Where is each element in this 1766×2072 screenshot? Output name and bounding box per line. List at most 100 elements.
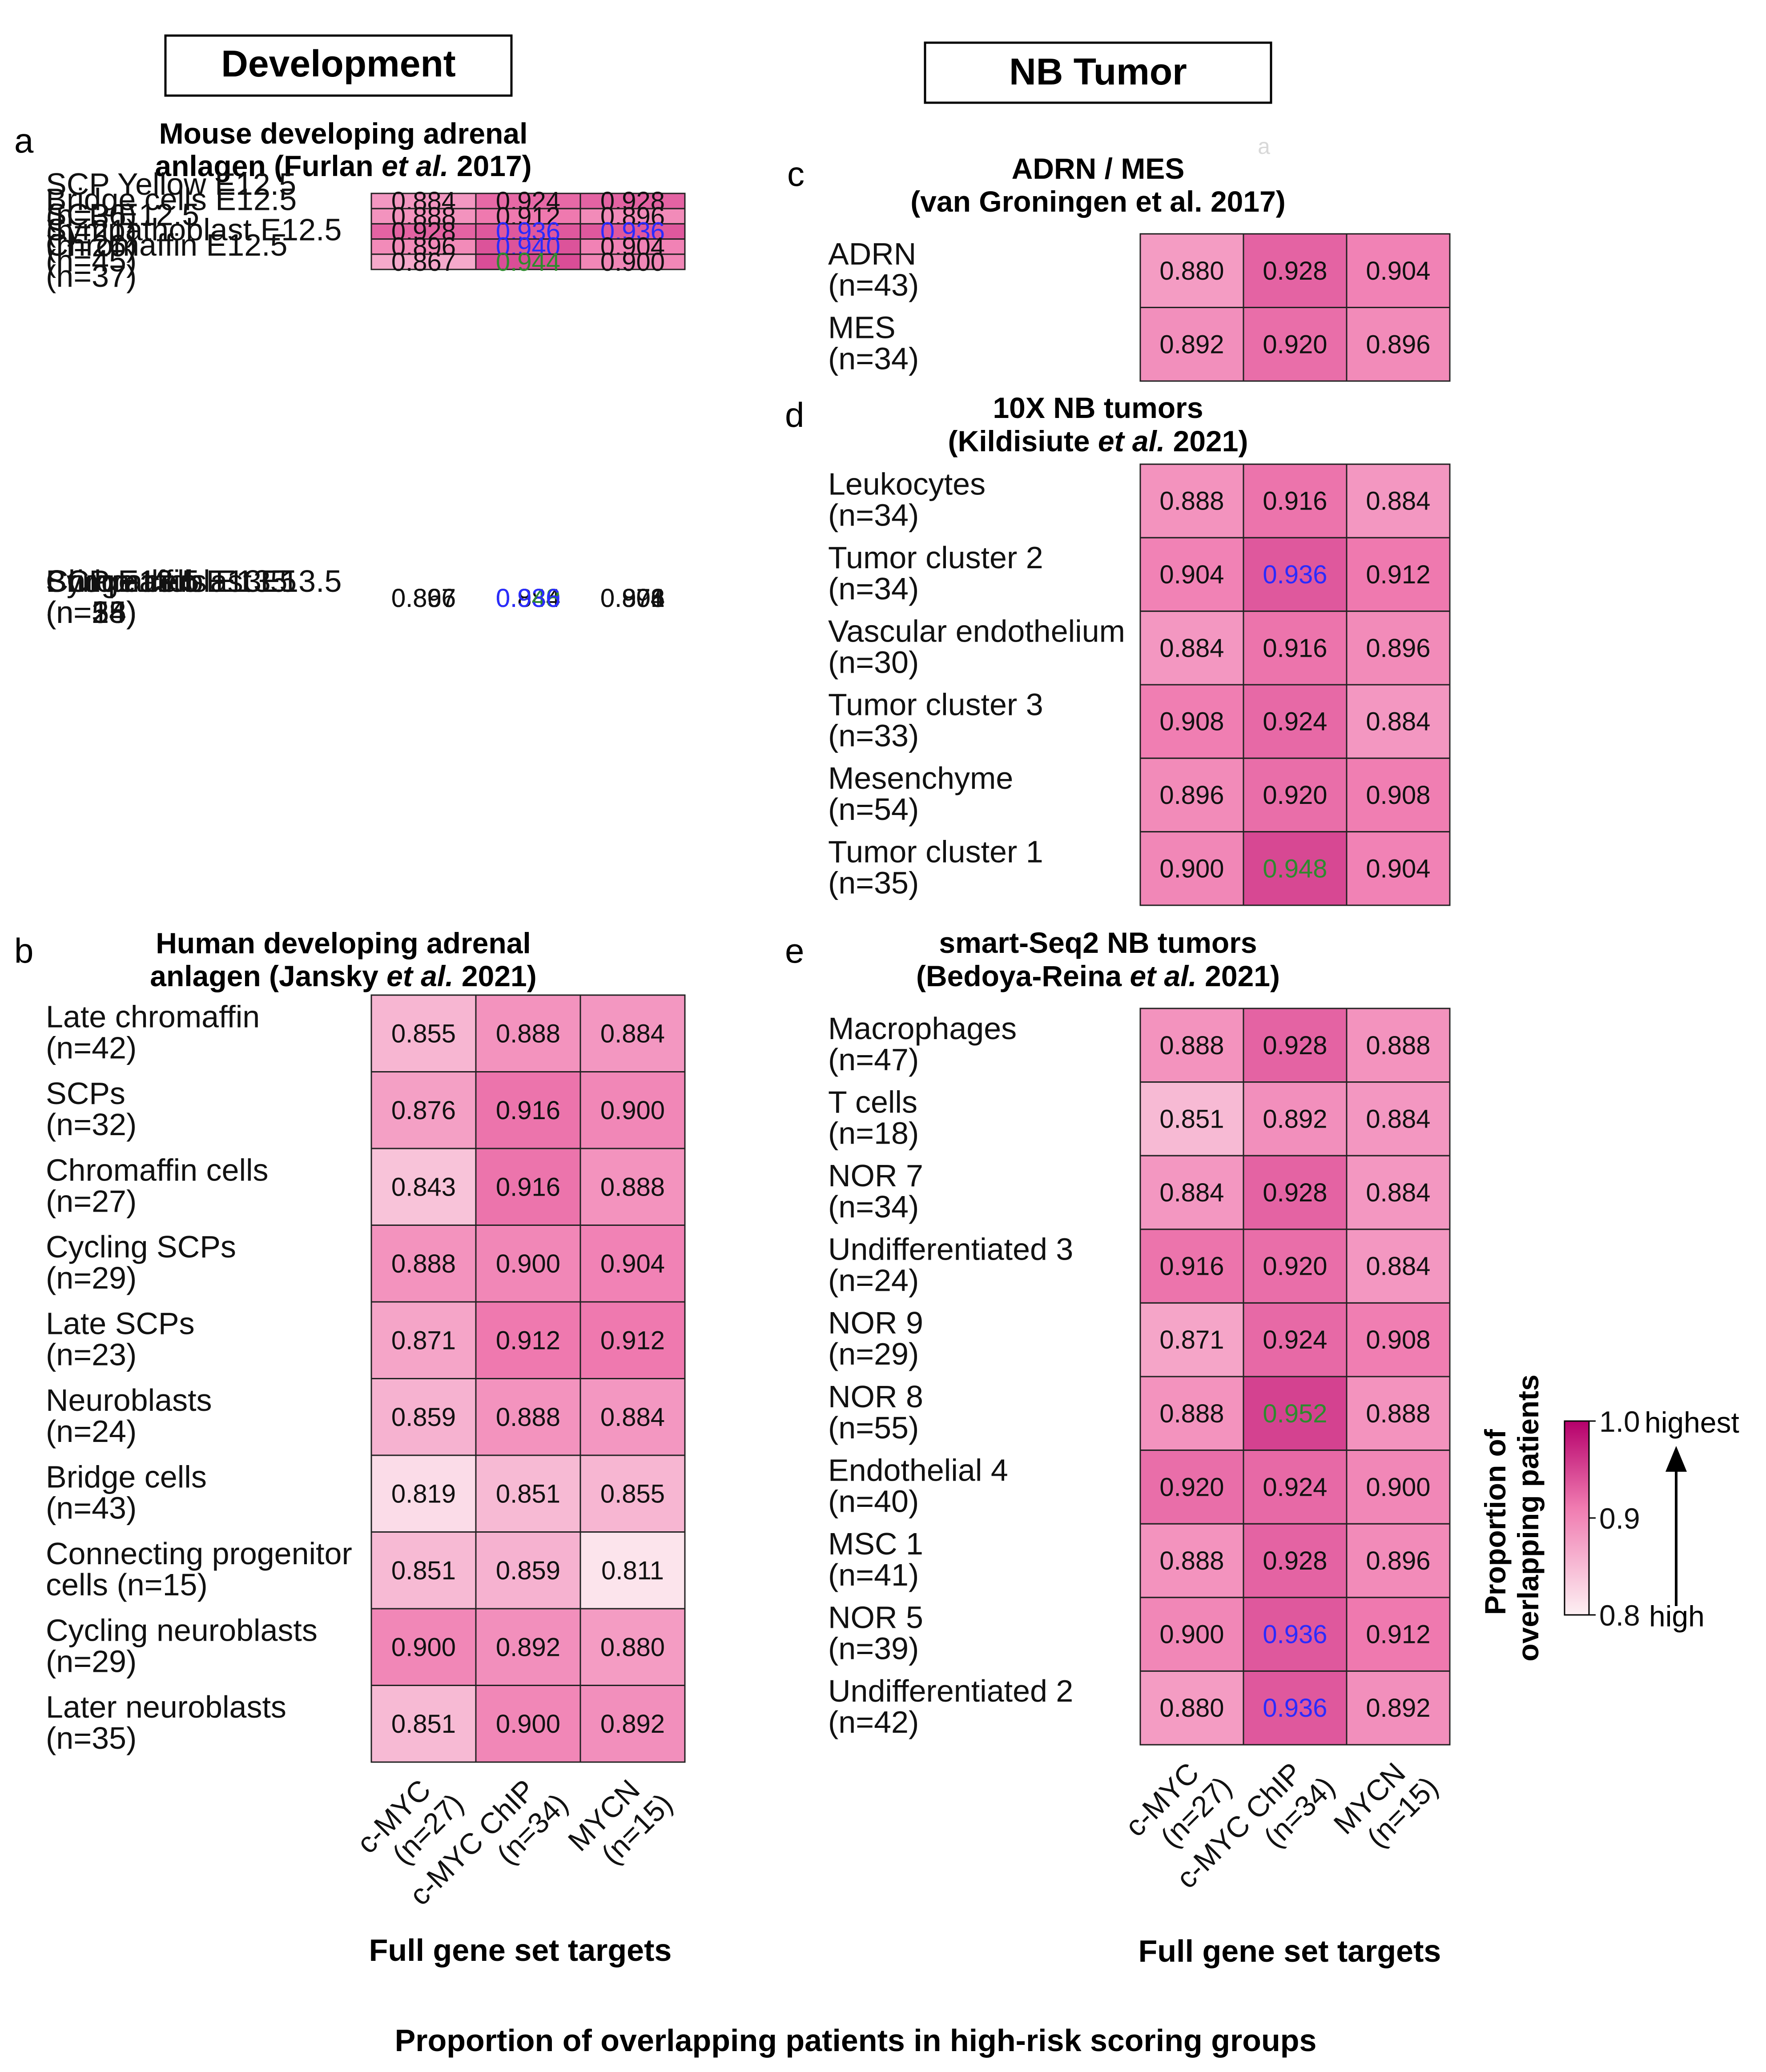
cell-value: 0.896 xyxy=(391,584,456,613)
cell-value: 0.896 xyxy=(1159,781,1224,810)
cell-value: 0.920 xyxy=(1263,781,1327,810)
cell-value: 0.884 xyxy=(1366,707,1430,736)
cell-value: 0.880 xyxy=(1159,1694,1224,1723)
row-label: SCPs xyxy=(46,1076,125,1111)
heatmap-cell xyxy=(1346,1670,1451,1746)
heatmap-cell xyxy=(579,223,686,240)
cell-value: 0.900 xyxy=(600,248,665,277)
row-count-label: (n=39) xyxy=(828,1631,919,1666)
heatmap-c: 0.880 0.928 0.904 ADRN(n=43) 0.892 0.920 0.896… xyxy=(828,233,1451,382)
cell-value: 0.920 xyxy=(1159,1473,1224,1502)
x-title-e: Full gene set targets xyxy=(1138,1934,1441,1968)
cell-value: 0.867 xyxy=(391,584,456,613)
heatmap-cell xyxy=(579,994,686,1072)
heatmap-cell xyxy=(370,193,477,209)
development-header-box xyxy=(164,34,513,97)
cell-value: 0.855 xyxy=(600,1479,665,1508)
row-label: Vascular endothelium xyxy=(828,614,1125,648)
row-label: ADRN xyxy=(828,237,916,271)
legend-tick-label: 1.0 xyxy=(1599,1405,1640,1438)
heatmap-cell xyxy=(579,1301,686,1379)
row-count-label: (n=30) xyxy=(828,645,919,679)
cell-value: 0.912 xyxy=(1366,1620,1430,1649)
cell-value: 0.880 xyxy=(1159,257,1224,285)
row-label: NOR 7 xyxy=(828,1158,923,1193)
cell-value: 0.908 xyxy=(1366,1325,1430,1354)
cell-value: 0.900 xyxy=(1159,1620,1224,1649)
cell-value: 0.908 xyxy=(600,584,665,613)
figure-title: Proportion of overlapping patients in hi… xyxy=(395,2023,1317,2058)
heatmap-cell xyxy=(1346,537,1451,612)
cell-value: 0.811 xyxy=(601,1556,664,1585)
cell-value: 0.924 xyxy=(1263,1325,1327,1354)
panel-d-letter: d xyxy=(785,395,804,434)
nb-tumor-header: NB Tumor xyxy=(1009,51,1187,92)
panel-d: d 10X NB tumors (Kildisiute et al. 2021)… xyxy=(785,391,1451,906)
cell-value: 0.851 xyxy=(391,1710,456,1739)
row-count-label: (n=21) xyxy=(46,213,137,248)
heatmap-cell xyxy=(475,994,581,1072)
cell-value: 0.924 xyxy=(1263,1473,1327,1502)
row-label: Undifferentiated 3 xyxy=(828,1232,1073,1267)
panel-d-title-line2-pre: (Kildisiute xyxy=(948,425,1098,458)
panel-e-letter: e xyxy=(785,931,804,970)
row-label: Connecting progenitor xyxy=(46,1536,352,1571)
cell-value: 0.896 xyxy=(391,584,456,613)
cell-value: 0.908 xyxy=(1366,781,1430,810)
heatmap-cell xyxy=(1243,757,1348,833)
panel-b-title-line2-post: 2021) xyxy=(454,960,537,992)
cell-value: 0.892 xyxy=(1366,1694,1430,1723)
cell-value: 0.859 xyxy=(391,1403,456,1432)
heatmap-cell xyxy=(1243,537,1348,612)
cell-value: 0.896 xyxy=(391,584,456,613)
cell-value: 0.912 xyxy=(496,1326,560,1355)
cell-value: 0.892 xyxy=(496,1633,560,1662)
cell-value: 0.892 xyxy=(1263,1104,1327,1133)
row-label: Late SCPs xyxy=(46,1306,195,1341)
panel-b-title-line2-pre: anlagen (Jansky xyxy=(150,960,386,992)
legend-tick-label: 0.9 xyxy=(1599,1502,1640,1535)
legend-tick-label: 0.8 xyxy=(1599,1599,1640,1632)
cell-value: 0.928 xyxy=(1263,1546,1327,1575)
row-count-label: (n=29) xyxy=(828,1337,919,1371)
panel-b-title-italic: et al. xyxy=(386,960,453,992)
heatmap-cell xyxy=(370,1071,477,1149)
heatmap-cell xyxy=(1346,307,1451,382)
cell-value: 0.928 xyxy=(1263,1178,1327,1207)
cell-value: 0.851 xyxy=(391,1556,456,1585)
cell-value: 0.940 xyxy=(496,584,560,613)
cell-value: 0.819 xyxy=(391,1479,456,1508)
row-count-label: (n=34) xyxy=(828,571,919,606)
row-count-label: (n=36) xyxy=(46,198,137,233)
row-count-label: (n=47) xyxy=(828,1042,919,1077)
cell-value: 0.884 xyxy=(1159,634,1224,663)
cell-value: 0.884 xyxy=(1159,1178,1224,1207)
heatmap-cell xyxy=(1139,1376,1244,1451)
cell-value: 0.888 xyxy=(1159,487,1224,516)
row-count-label: (n=29) xyxy=(46,1644,137,1678)
row-count-label: (n=55) xyxy=(46,595,137,630)
row-label: Later neuroblasts xyxy=(46,1690,286,1724)
cell-value: 0.884 xyxy=(1366,1104,1430,1133)
heatmap-cell xyxy=(370,1225,477,1303)
heatmap-cell xyxy=(1243,1376,1348,1451)
cell-value: 0.920 xyxy=(1263,1252,1327,1281)
cell-value: 0.900 xyxy=(496,1249,560,1278)
heatmap-cell xyxy=(1139,1008,1244,1083)
panel-c-title-line2: (van Groningen et al. 2017) xyxy=(910,185,1286,218)
panel-b: b Human developing adrenal anlagen (Jans… xyxy=(14,927,686,1968)
row-label: NOR 5 xyxy=(828,1600,923,1635)
cell-value: 0.912 xyxy=(600,1326,665,1355)
cell-value: 0.916 xyxy=(496,1096,560,1125)
row-label: Mesenchyme xyxy=(828,761,1013,795)
cell-value: 0.867 xyxy=(391,248,456,277)
cell-value: 0.900 xyxy=(391,1633,456,1662)
cell-value: 0.904 xyxy=(1366,854,1430,883)
row-label: SCP Yellow E12.5 xyxy=(46,167,296,201)
cell-value: 0.896 xyxy=(1366,330,1430,359)
heatmap-cell xyxy=(475,1685,581,1763)
heatmap-cell xyxy=(1346,1376,1451,1451)
row-label: Macrophages xyxy=(828,1011,1017,1046)
cell-value: 0.948 xyxy=(496,584,560,613)
